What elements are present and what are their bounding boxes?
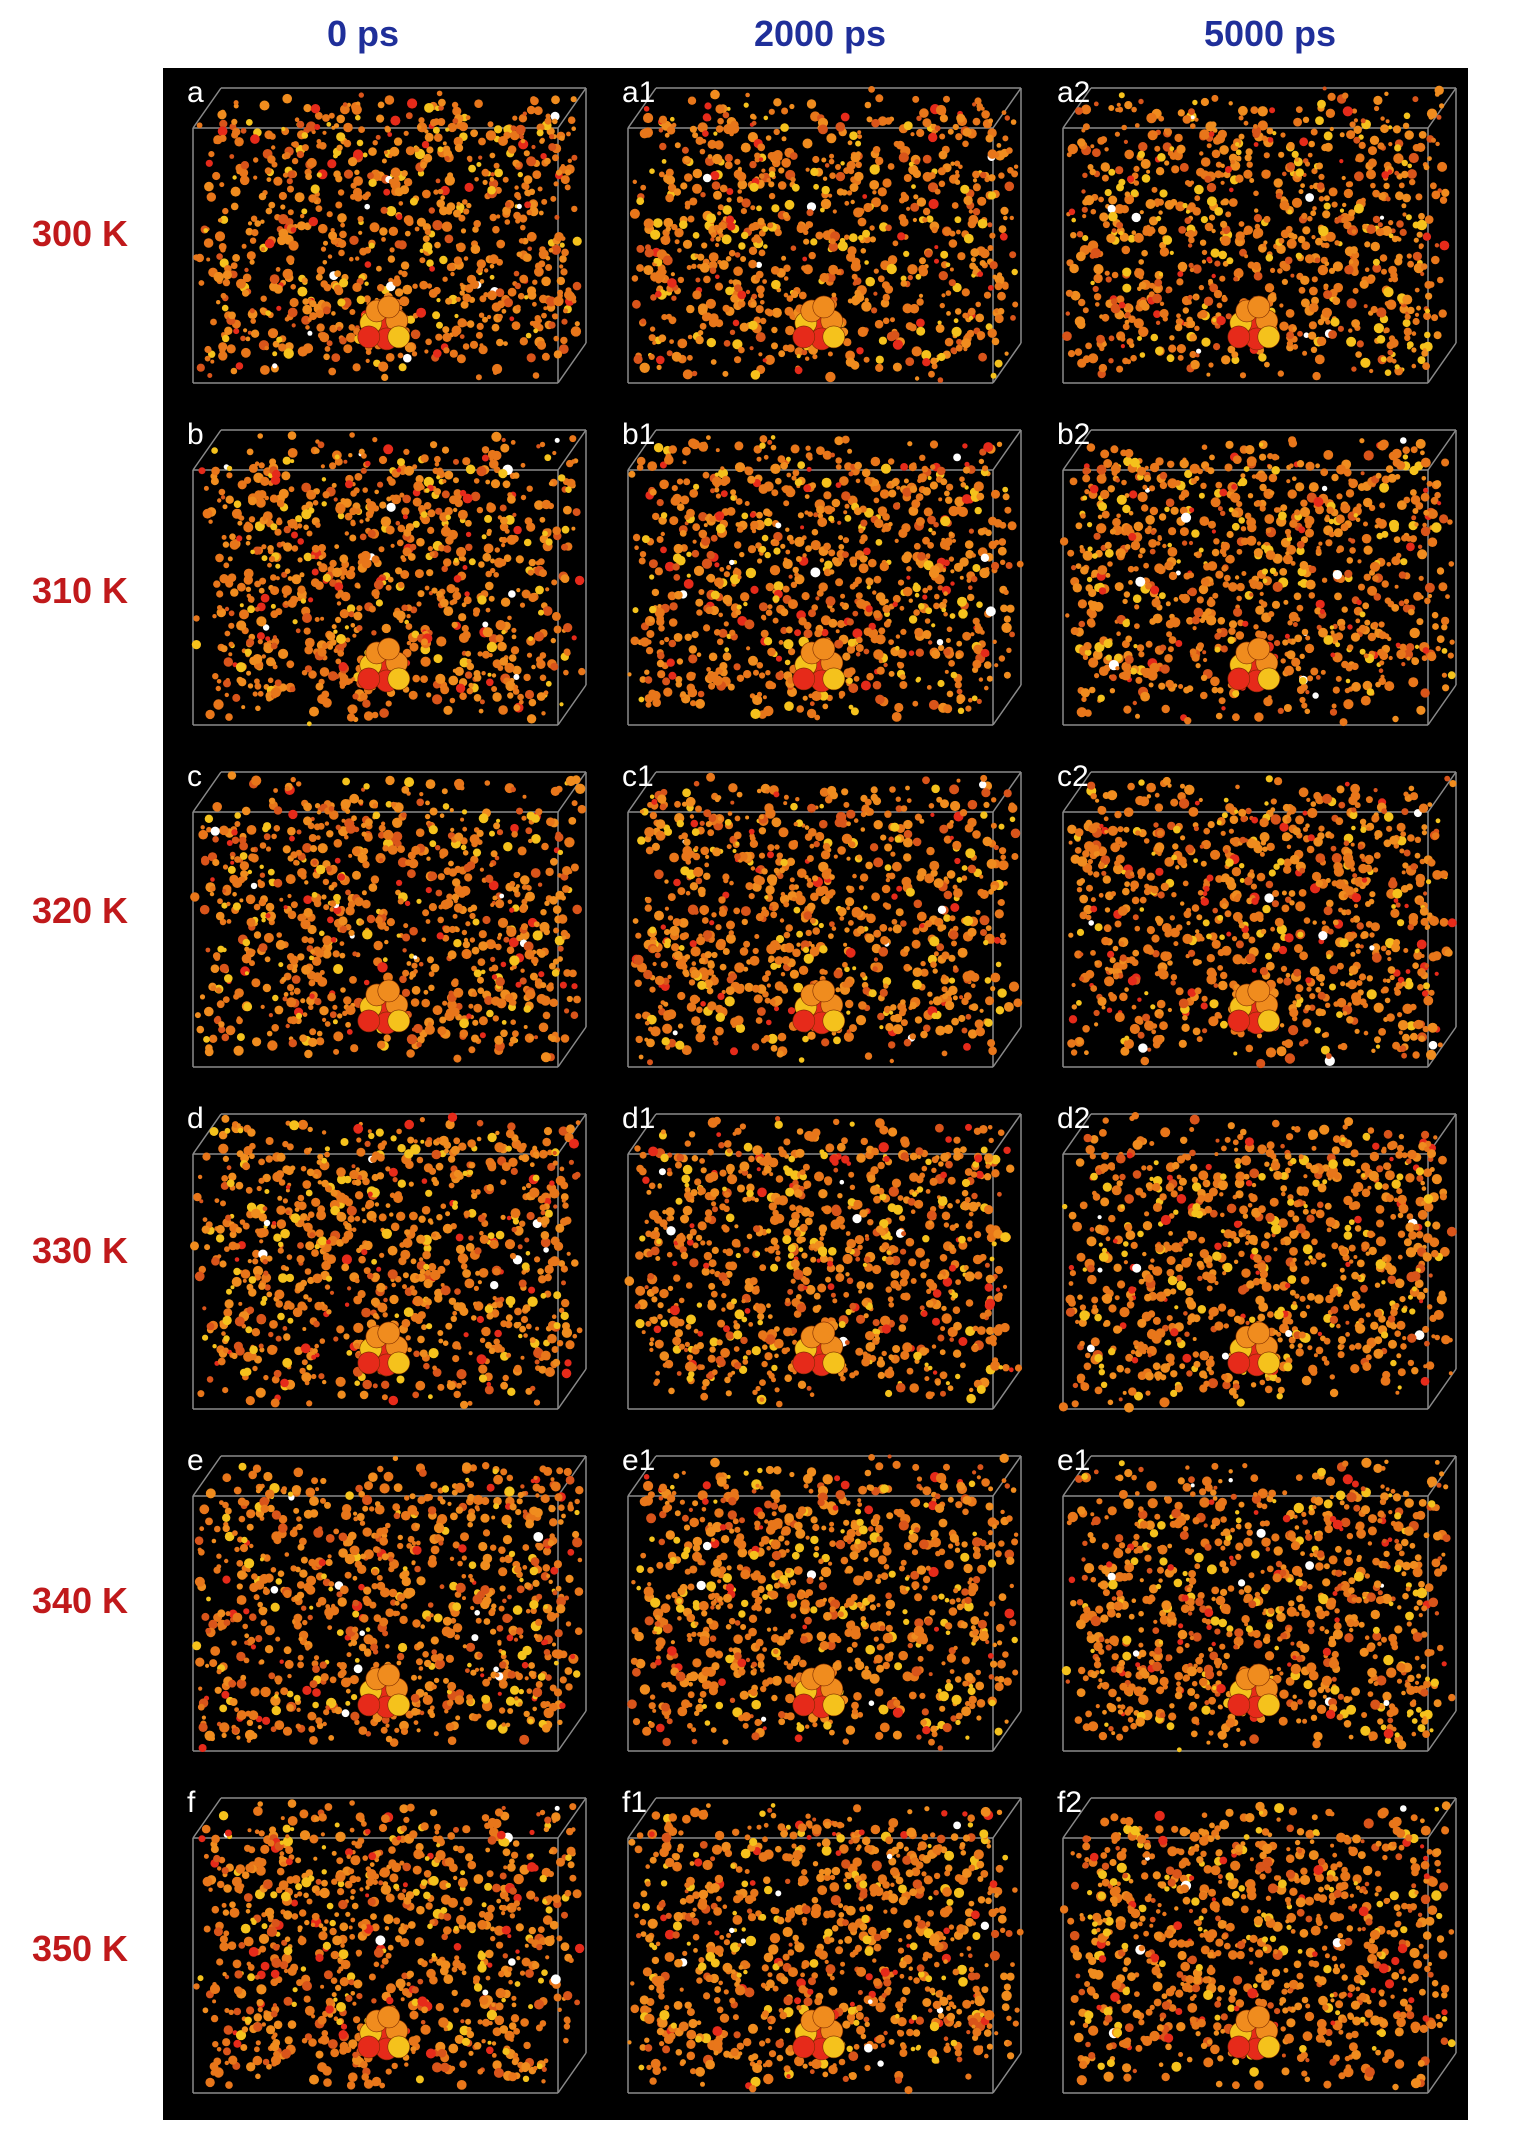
particle-cloud — [1058, 1112, 1457, 1413]
particle-cluster — [1227, 1663, 1281, 1719]
panel-label: f1 — [622, 1786, 648, 1819]
panel-label: d1 — [622, 1102, 656, 1135]
column-header-0ps: 0 ps — [326, 13, 400, 54]
row-header-340k: 340 K — [31, 1580, 129, 1621]
panel-label: f2 — [1057, 1786, 1083, 1819]
particle-cluster — [357, 2005, 411, 2061]
particle-cluster — [792, 1663, 846, 1719]
panel-e1-r4c1: e1 — [598, 1436, 1033, 1778]
row-header-310k: 310 K — [31, 570, 129, 611]
simulation-box-render — [627, 86, 1022, 384]
simulation-box-render — [1059, 1797, 1457, 2094]
panel-e-r4c0: e — [163, 1436, 598, 1778]
panel-label: a2 — [1057, 76, 1091, 109]
panel-b-r1c0: b — [163, 410, 598, 752]
particle-cloud — [1059, 436, 1456, 727]
row-header-300k: 300 K — [31, 213, 129, 254]
particle-cloud — [627, 1453, 1019, 1751]
panel-label: d — [187, 1102, 204, 1135]
panel-b1-r1c1: b1 — [598, 410, 1033, 752]
particle-cloud — [193, 1799, 585, 2090]
panel-d1-r3c1: d1 — [598, 1094, 1033, 1436]
panel-f2-r5c2: f2 — [1033, 1778, 1468, 2120]
panel-label: e1 — [1057, 1444, 1091, 1477]
particle-cluster — [357, 979, 411, 1035]
panel-label: e — [187, 1444, 204, 1477]
panel-d2-r3c2: d2 — [1033, 1094, 1468, 1436]
column-header-2000ps: 2000 ps — [753, 13, 887, 54]
panel-e1-r4c2: e1 — [1033, 1436, 1468, 1778]
particle-cloud — [1059, 1801, 1456, 2091]
panel-label: b2 — [1057, 418, 1091, 451]
row-header-350k: 350 K — [31, 1928, 129, 1969]
particle-cluster — [1227, 2005, 1281, 2061]
panel-a-r0c0: a — [163, 68, 598, 410]
simulation-box-render — [191, 429, 587, 727]
particle-cloud — [190, 771, 587, 1063]
panel-c2-r2c2: c2 — [1033, 752, 1468, 1094]
panel-a1-r0c1: a1 — [598, 68, 1033, 410]
panel-label: a — [187, 76, 204, 109]
simulation-box-render — [627, 771, 1023, 1068]
particle-cluster — [1227, 979, 1281, 1035]
simulation-box-render — [1061, 1455, 1457, 1753]
particle-cluster — [357, 637, 411, 693]
panel-label: d2 — [1057, 1102, 1091, 1135]
panel-label: b — [187, 418, 204, 451]
particle-cloud — [190, 1112, 583, 1409]
simulation-box-render — [192, 1455, 587, 1752]
panel-label: b1 — [622, 418, 656, 451]
simulation-box-render — [1058, 1112, 1457, 1413]
panel-d-r3c0: d — [163, 1094, 598, 1436]
simulation-box-render — [627, 1797, 1024, 2095]
simulation-box-render — [627, 1453, 1022, 1752]
particle-cluster — [1227, 295, 1281, 351]
simulation-box-render — [1062, 85, 1457, 384]
row-header-330k: 330 K — [31, 1230, 129, 1271]
panel-b2-r1c2: b2 — [1033, 410, 1468, 752]
simulation-box-render — [1059, 429, 1457, 727]
particle-cloud — [627, 1803, 1024, 2095]
particle-cloud — [1062, 85, 1450, 381]
panel-label: e1 — [622, 1444, 656, 1477]
particle-cluster — [792, 979, 846, 1035]
simulation-box-render — [192, 87, 587, 384]
particle-cluster — [792, 295, 846, 351]
panel-label: c1 — [622, 760, 654, 793]
panel-c-r2c0: c — [163, 752, 598, 1094]
particle-cluster — [792, 2005, 846, 2061]
particle-cluster — [792, 637, 846, 693]
simulation-box-render — [190, 1112, 587, 1410]
particle-cluster — [357, 1663, 411, 1719]
panel-label: c2 — [1057, 760, 1089, 793]
simulation-box-render — [624, 1113, 1023, 1410]
particle-cloud — [191, 431, 586, 727]
panel-a2-r0c2: a2 — [1033, 68, 1468, 410]
simulation-box-render — [627, 429, 1024, 726]
particle-cloud — [624, 1116, 1023, 1408]
panel-label: f — [187, 1786, 196, 1819]
particle-cluster — [1227, 637, 1281, 693]
panel-f-r5c0: f — [163, 1778, 598, 2120]
column-header-5000ps: 5000 ps — [1203, 13, 1337, 54]
panel-label: c — [187, 760, 202, 793]
particle-cloud — [1067, 775, 1457, 1069]
particle-cloud — [192, 1455, 584, 1752]
particle-cluster — [1227, 1321, 1281, 1377]
particle-cluster — [792, 1321, 846, 1377]
panel-c1-r2c1: c1 — [598, 752, 1033, 1094]
simulation-box-render — [190, 771, 587, 1068]
particle-cluster — [357, 295, 411, 351]
panel-label: a1 — [622, 76, 656, 109]
simulation-panel-grid: a a1 a2 b b1 b2 c c1 c2 d d1 d2 e e1 e1 f f1 f2 — [163, 68, 1468, 2120]
row-header-320k: 320 K — [31, 890, 129, 931]
simulation-box-render — [192, 1797, 587, 2094]
simulation-box-render — [1062, 771, 1457, 1069]
panel-f1-r5c1: f1 — [598, 1778, 1033, 2120]
particle-cluster — [357, 1321, 411, 1377]
particle-cloud — [627, 435, 1024, 722]
